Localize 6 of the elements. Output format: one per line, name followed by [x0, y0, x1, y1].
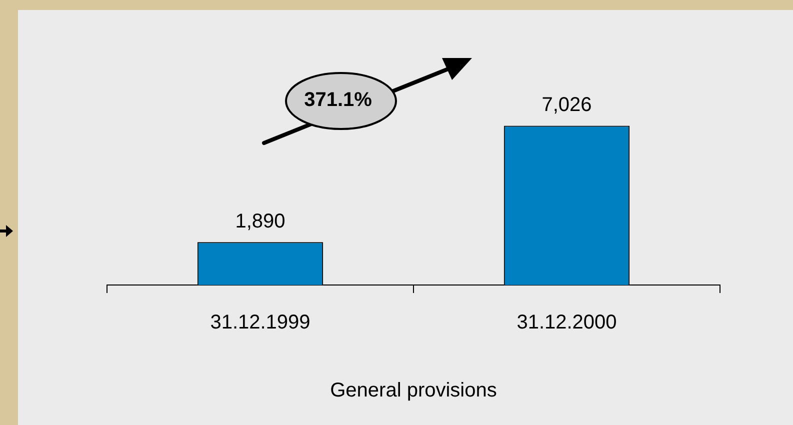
data-label: 7,026 [542, 94, 592, 116]
data-label: 1,890 [235, 210, 286, 233]
x-tick-label: 31.12.2000 [516, 312, 617, 334]
x-tick-label: 31.12.1999 [210, 312, 310, 334]
text: 371.1% [303, 88, 373, 112]
x-axis-title: General provisions [330, 380, 497, 402]
